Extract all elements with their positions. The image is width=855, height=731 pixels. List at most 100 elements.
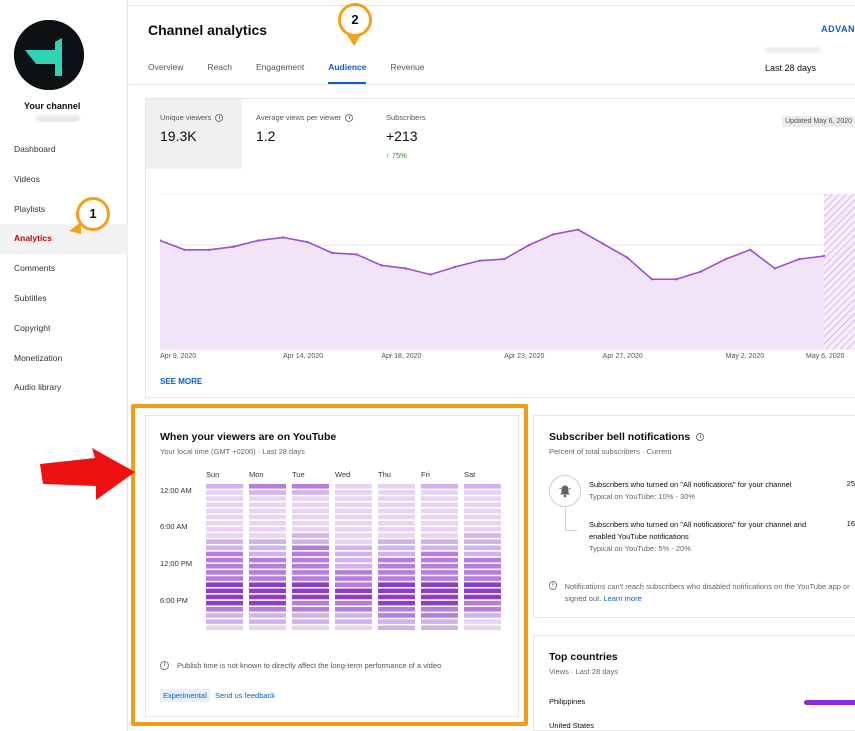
- heatmap-cell[interactable]: [249, 539, 286, 544]
- heatmap-cell[interactable]: [421, 490, 458, 495]
- heatmap-cell[interactable]: [378, 582, 415, 587]
- heatmap-cell[interactable]: [378, 619, 415, 624]
- heatmap-cell[interactable]: [292, 490, 329, 495]
- sidebar-item-copyright[interactable]: Copyright: [14, 322, 51, 333]
- heatmap-cell[interactable]: [206, 484, 243, 489]
- heatmap-cell[interactable]: [378, 607, 415, 612]
- metric-average-views[interactable]: Average views per viewer 1.2: [242, 99, 372, 169]
- heatmap-cell[interactable]: [206, 527, 243, 532]
- heatmap-cell[interactable]: [421, 625, 458, 631]
- heatmap-cell[interactable]: [206, 490, 243, 495]
- heatmap-cell[interactable]: [464, 545, 501, 551]
- heatmap-cell[interactable]: [292, 533, 329, 538]
- heatmap-cell[interactable]: [249, 576, 286, 581]
- heatmap-cell[interactable]: [335, 607, 372, 612]
- heatmap-cell[interactable]: [378, 508, 415, 514]
- heatmap-cell[interactable]: [249, 502, 286, 508]
- heatmap-cell[interactable]: [421, 514, 458, 520]
- period-selector[interactable]: Last 28 days: [765, 63, 817, 73]
- heatmap-cell[interactable]: [464, 619, 501, 624]
- heatmap-cell[interactable]: [421, 607, 458, 612]
- heatmap-cell[interactable]: [335, 613, 372, 618]
- heatmap-cell[interactable]: [206, 576, 243, 581]
- advanced-mode-button[interactable]: ADVAN: [821, 24, 855, 34]
- sidebar-item-subtitles[interactable]: Subtitles: [14, 292, 47, 303]
- heatmap-cell[interactable]: [292, 527, 329, 532]
- heatmap-cell[interactable]: [206, 600, 243, 606]
- heatmap-cell[interactable]: [464, 490, 501, 495]
- heatmap-cell[interactable]: [464, 551, 501, 557]
- heatmap-cell[interactable]: [292, 594, 329, 600]
- heatmap-cell[interactable]: [292, 508, 329, 514]
- metric-subscribers[interactable]: Subscribers +213 ↑ 75%: [372, 99, 502, 169]
- heatmap-cell[interactable]: [249, 607, 286, 612]
- heatmap-cell[interactable]: [464, 607, 501, 612]
- heatmap-cell[interactable]: [206, 582, 243, 587]
- heatmap-cell[interactable]: [206, 625, 243, 631]
- heatmap-cell[interactable]: [249, 545, 286, 551]
- heatmap-cell[interactable]: [206, 588, 243, 594]
- heatmap-cell[interactable]: [464, 613, 501, 618]
- heatmap-cell[interactable]: [464, 496, 501, 501]
- see-more-link[interactable]: SEE MORE: [160, 377, 203, 386]
- heatmap-cell[interactable]: [421, 539, 458, 544]
- heatmap-cell[interactable]: [249, 490, 286, 495]
- heatmap-cell[interactable]: [335, 502, 372, 508]
- heatmap-cell[interactable]: [335, 625, 372, 631]
- heatmap-cell[interactable]: [464, 570, 501, 575]
- heatmap-cell[interactable]: [206, 502, 243, 508]
- heatmap-cell[interactable]: [378, 514, 415, 520]
- sidebar-item-audio-library[interactable]: Audio library: [14, 382, 62, 393]
- heatmap-cell[interactable]: [335, 619, 372, 624]
- heatmap-cell[interactable]: [335, 588, 372, 594]
- heatmap-cell[interactable]: [335, 563, 372, 569]
- heatmap-cell[interactable]: [249, 588, 286, 594]
- heatmap-cell[interactable]: [249, 582, 286, 587]
- heatmap-cell[interactable]: [335, 582, 372, 587]
- heatmap-cell[interactable]: [464, 514, 501, 520]
- heatmap-cell[interactable]: [206, 551, 243, 557]
- heatmap-cell[interactable]: [292, 625, 329, 631]
- heatmap-cell[interactable]: [421, 582, 458, 587]
- heatmap-cell[interactable]: [464, 588, 501, 594]
- heatmap-cell[interactable]: [249, 594, 286, 600]
- heatmap-cell[interactable]: [292, 484, 329, 489]
- tab-reach[interactable]: Reach: [207, 62, 233, 72]
- heatmap-cell[interactable]: [421, 533, 458, 538]
- sidebar-item-videos[interactable]: Videos: [14, 173, 40, 184]
- heatmap-cell[interactable]: [249, 527, 286, 532]
- heatmap-cell[interactable]: [464, 502, 501, 508]
- heatmap-cell[interactable]: [378, 527, 415, 532]
- viewers-line-chart[interactable]: [160, 194, 855, 354]
- heatmap-cell[interactable]: [378, 490, 415, 495]
- heatmap-cell[interactable]: [464, 600, 501, 606]
- heatmap-cell[interactable]: [378, 600, 415, 606]
- heatmap-cell[interactable]: [292, 570, 329, 575]
- heatmap-cell[interactable]: [464, 508, 501, 514]
- heatmap-cell[interactable]: [421, 576, 458, 581]
- heatmap-cell[interactable]: [335, 508, 372, 514]
- heatmap-cell[interactable]: [292, 588, 329, 594]
- heatmap-cell[interactable]: [421, 563, 458, 569]
- heatmap-cell[interactable]: [249, 508, 286, 514]
- heatmap-cell[interactable]: [378, 557, 415, 563]
- heatmap-cell[interactable]: [292, 563, 329, 569]
- heatmap-cell[interactable]: [378, 551, 415, 557]
- heatmap-cell[interactable]: [421, 570, 458, 575]
- heatmap-cell[interactable]: [206, 533, 243, 538]
- heatmap-cell[interactable]: [421, 502, 458, 508]
- heatmap-cell[interactable]: [421, 527, 458, 532]
- heatmap-cell[interactable]: [421, 619, 458, 624]
- heatmap-cell[interactable]: [335, 551, 372, 557]
- learn-more-link[interactable]: Learn more: [603, 594, 642, 603]
- heatmap-cell[interactable]: [206, 539, 243, 544]
- heatmap-cell[interactable]: [249, 514, 286, 520]
- heatmap-cell[interactable]: [378, 484, 415, 489]
- viewers-heatmap[interactable]: [206, 484, 502, 634]
- heatmap-cell[interactable]: [206, 508, 243, 514]
- heatmap-cell[interactable]: [249, 496, 286, 501]
- heatmap-cell[interactable]: [292, 520, 329, 526]
- heatmap-cell[interactable]: [335, 496, 372, 501]
- heatmap-cell[interactable]: [464, 563, 501, 569]
- heatmap-cell[interactable]: [378, 520, 415, 526]
